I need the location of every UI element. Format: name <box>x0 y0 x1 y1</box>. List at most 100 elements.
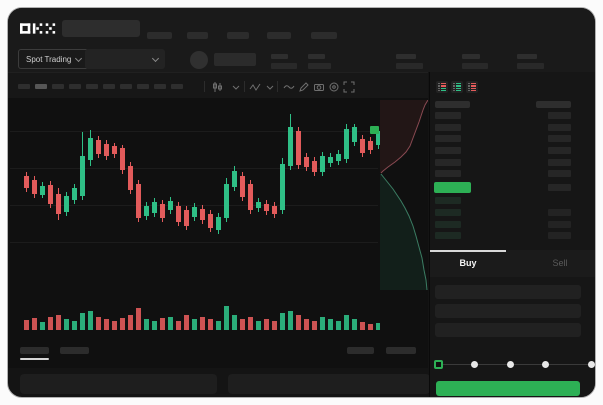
volume-bar <box>48 317 53 330</box>
icon-bars <box>456 83 461 91</box>
ticker-stat-4 <box>462 54 488 69</box>
icon-bars <box>471 83 476 91</box>
volume-bar <box>328 319 333 330</box>
chevron-down-icon[interactable] <box>264 80 276 92</box>
candle-body <box>288 127 293 166</box>
candle-body <box>280 164 285 210</box>
timeframe-button-1[interactable] <box>18 84 30 89</box>
timeframe-button-4[interactable] <box>69 84 81 89</box>
candle-body <box>320 156 325 172</box>
bids-book-icon[interactable] <box>451 81 463 93</box>
ask-price-placeholder <box>435 147 461 154</box>
chevron-down-icon[interactable] <box>230 80 242 92</box>
trade-input-1[interactable] <box>435 285 581 299</box>
trade-input-3[interactable] <box>435 323 581 337</box>
bottom-action-1[interactable] <box>347 347 374 354</box>
line-tool-icon[interactable] <box>283 80 295 92</box>
volume-bar <box>40 322 45 330</box>
chevron-down-icon <box>151 54 160 62</box>
stat-label-placeholder <box>308 54 325 59</box>
timeframe-button-7[interactable] <box>120 84 132 89</box>
asks-book-icon[interactable] <box>466 81 478 93</box>
volume-bar <box>216 321 221 330</box>
timeframe-button-3[interactable] <box>52 84 64 89</box>
pair-selector-dropdown[interactable] <box>85 49 165 69</box>
bottom-tab-1[interactable] <box>20 347 49 354</box>
chart-toolbar <box>8 72 428 98</box>
divider <box>204 81 205 92</box>
tab-buy[interactable]: Buy <box>459 258 477 268</box>
candle-style-icon[interactable] <box>211 80 223 92</box>
timeframe-button-10[interactable] <box>171 84 183 89</box>
timeframe-button-5[interactable] <box>86 84 98 89</box>
nav-item-4[interactable] <box>267 32 291 39</box>
bid-price-placeholder <box>435 209 461 216</box>
candlestick-chart[interactable] <box>10 100 380 290</box>
volume-bar <box>96 317 101 330</box>
timeframe-button-8[interactable] <box>137 84 149 89</box>
gridline-1 <box>10 131 378 132</box>
ticker-stat-5 <box>517 54 544 69</box>
candle-body <box>56 194 61 214</box>
timeframe-button-9[interactable] <box>154 84 166 89</box>
stat-label-placeholder <box>517 54 537 59</box>
bottom-tab-2[interactable] <box>60 347 89 354</box>
ask-amount-placeholder <box>548 159 571 166</box>
timeframe-button-6[interactable] <box>103 84 115 89</box>
nav-item-2[interactable] <box>187 32 208 39</box>
candle-body <box>328 157 333 163</box>
ask-price-placeholder <box>435 170 461 177</box>
volume-bar <box>184 315 189 330</box>
bottom-tab-active-underline <box>20 358 49 360</box>
buy-submit-button[interactable] <box>436 381 580 396</box>
trade-input-2[interactable] <box>435 304 581 318</box>
stat-value-placeholder <box>308 63 331 69</box>
bid-amount-placeholder <box>548 232 571 239</box>
indicators-icon[interactable] <box>249 80 261 92</box>
slider-stop-4[interactable] <box>588 361 595 368</box>
fullscreen-icon[interactable] <box>343 80 355 93</box>
slider-stop-3[interactable] <box>542 361 550 368</box>
bottom-action-2[interactable] <box>386 347 416 354</box>
okx-logo[interactable] <box>20 22 56 35</box>
settings-icon[interactable] <box>328 80 340 92</box>
slider-stop-1[interactable] <box>470 361 478 368</box>
combined-book-icon[interactable] <box>436 81 448 93</box>
volume-bar <box>296 315 301 330</box>
volume-bar <box>368 324 373 330</box>
last-price-marker <box>370 126 379 134</box>
candle-body <box>224 184 229 218</box>
timeframe-button-2[interactable] <box>35 84 47 89</box>
orderbook-header-amount <box>536 101 571 108</box>
candle-body <box>368 141 373 150</box>
search-input[interactable] <box>62 20 140 37</box>
active-tab-indicator <box>430 250 506 252</box>
bid-price-placeholder <box>435 232 461 239</box>
volume-bar <box>240 319 245 330</box>
pair-name-placeholder <box>214 53 256 66</box>
market-type-selector[interactable]: Spot Trading <box>18 49 90 69</box>
draw-icon[interactable] <box>298 80 310 92</box>
nav-item-3[interactable] <box>227 32 249 39</box>
nav-item-5[interactable] <box>311 32 337 39</box>
amount-slider[interactable] <box>434 360 595 369</box>
volume-bar <box>320 317 325 330</box>
stat-label-placeholder <box>462 54 480 59</box>
volume-bar <box>376 323 380 330</box>
nav-item-1[interactable] <box>147 32 172 39</box>
camera-icon[interactable] <box>313 80 325 92</box>
slider-handle[interactable] <box>434 360 443 369</box>
volume-bar <box>232 315 237 330</box>
candle-body <box>104 144 109 156</box>
volume-bar <box>80 313 85 330</box>
slider-stop-2[interactable] <box>507 361 515 368</box>
ticker-stat-1 <box>271 54 297 69</box>
ask-amount-placeholder <box>548 112 571 119</box>
candle-body <box>192 207 197 217</box>
candle-body <box>232 171 237 187</box>
volume-bar <box>208 319 213 330</box>
volume-bar <box>360 322 365 330</box>
price-row-amount-placeholder <box>548 184 571 191</box>
tab-sell[interactable]: Sell <box>552 258 568 268</box>
candle-body <box>200 209 205 220</box>
